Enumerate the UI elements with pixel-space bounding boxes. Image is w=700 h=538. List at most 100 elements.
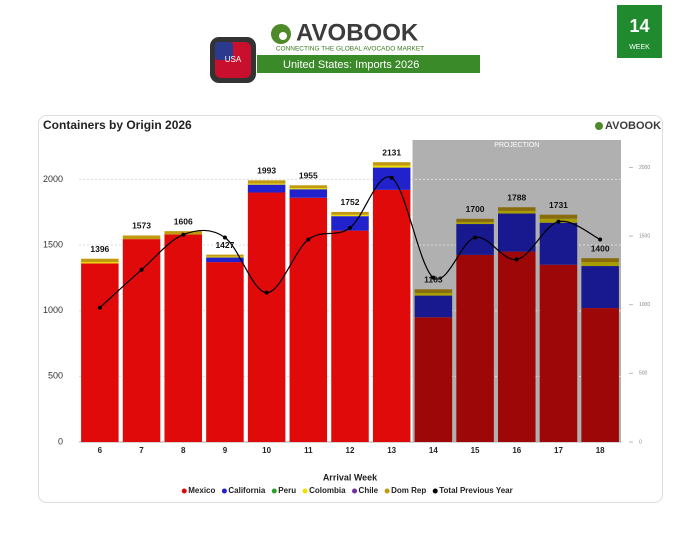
x-tick-label: 14 (429, 446, 438, 455)
y-tick-label: 2000 (43, 174, 63, 184)
line-point (222, 235, 227, 240)
country: United States (283, 59, 350, 71)
x-tick-label: 12 (346, 446, 355, 455)
bar-segment (539, 222, 578, 265)
line-point (306, 237, 311, 242)
legend-marker (432, 488, 438, 494)
bar-segment (81, 258, 119, 263)
subtitle-text: Imports 2026 (355, 59, 419, 71)
bar-segment (206, 257, 244, 263)
bar-segment (414, 292, 453, 296)
total-label: 1427 (215, 240, 234, 250)
legend-marker (302, 488, 308, 494)
legend-label: Chile (359, 486, 379, 495)
y2-tick-label: 0 (639, 439, 642, 445)
x-tick-label: 11 (304, 446, 313, 455)
line-point (348, 225, 352, 230)
bar-segment (331, 230, 369, 442)
total-label: 1993 (257, 166, 276, 176)
brand: AVOBOOK (296, 19, 419, 46)
bar-segment (206, 256, 244, 258)
x-tick-label: 8 (181, 446, 186, 455)
bar-segment (331, 216, 369, 231)
bar-segment (206, 254, 244, 257)
bar-segment (289, 185, 328, 189)
bar-segment (372, 162, 411, 166)
bar-segment (247, 180, 286, 184)
y2-tick-label: 2000 (639, 165, 650, 171)
line-point (431, 275, 436, 280)
y-tick-label: 500 (48, 371, 63, 381)
bar-segment (581, 266, 619, 309)
projection-label: PROJECTION (494, 142, 539, 149)
line-point (556, 219, 561, 224)
x-tick-label: 13 (387, 446, 396, 455)
y-tick-label: 0 (58, 436, 63, 446)
chart-brand: AVOBOOK (605, 120, 661, 132)
subtitle: United States: Imports 2026 (283, 59, 419, 71)
bar-segment (164, 234, 202, 442)
bar-segment (456, 254, 494, 442)
bar-segment (581, 258, 619, 263)
logo-seed (279, 32, 287, 40)
bar-segment (247, 192, 286, 442)
bar-segment (498, 213, 536, 252)
total-label: 1700 (466, 204, 485, 214)
bar-segment (414, 295, 453, 318)
flag-label: USA (225, 55, 242, 64)
bar-segment (331, 214, 369, 217)
x-tick-label: 10 (262, 446, 271, 455)
week-label: WEEK (629, 44, 650, 51)
legend-label: Mexico (188, 486, 215, 495)
bar-segment (331, 211, 369, 215)
bar-segment (414, 317, 453, 442)
line-point (139, 267, 144, 272)
line-point (97, 305, 102, 310)
line-point (389, 175, 394, 180)
bar-segment (122, 235, 161, 240)
line-point (181, 232, 186, 237)
bar-segment (456, 218, 494, 223)
bar-segment (372, 165, 411, 168)
x-tick-label: 16 (512, 446, 521, 455)
bar-segment (498, 251, 536, 442)
line-point (473, 235, 478, 240)
separator: : (349, 59, 355, 71)
bar-segment (539, 264, 578, 442)
tagline: CONNECTING THE GLOBAL AVOCADO MARKET (276, 46, 424, 53)
x-tick-label: 17 (554, 446, 563, 455)
total-label: 1752 (341, 197, 360, 207)
legend-marker (384, 488, 390, 494)
legend-marker (352, 488, 358, 494)
bar-segment (289, 189, 328, 198)
bar-segment (81, 263, 119, 442)
total-label: 1788 (507, 192, 526, 202)
bar-segment (372, 189, 411, 442)
total-label: 1400 (591, 243, 610, 253)
legend-label: Total Previous Year (439, 486, 513, 495)
flag-canton (215, 42, 233, 60)
total-label: 1606 (174, 216, 193, 226)
bar-segment (539, 214, 578, 219)
y-tick-label: 1000 (43, 305, 63, 315)
x-tick-label: 18 (596, 446, 605, 455)
x-axis-label: Arrival Week (323, 472, 378, 482)
subtitle-bar (257, 55, 480, 73)
y-tick-label: 1500 (43, 239, 63, 249)
x-tick-label: 6 (98, 446, 103, 455)
y2-tick-label: 1500 (639, 233, 650, 239)
bar-segment (247, 184, 286, 193)
chart-logo-icon (595, 122, 603, 130)
legend-marker (181, 488, 187, 494)
total-label: 1955 (299, 171, 318, 181)
total-label: 1396 (90, 244, 109, 254)
bar-segment (414, 289, 453, 293)
total-label: 2131 (382, 147, 401, 157)
bar-segment (81, 262, 119, 264)
legend-label: Colombia (309, 486, 346, 495)
legend-marker (271, 488, 277, 494)
line-point (264, 290, 269, 295)
chart-title: Containers by Origin 2026 (43, 118, 192, 132)
line-point (598, 237, 603, 242)
